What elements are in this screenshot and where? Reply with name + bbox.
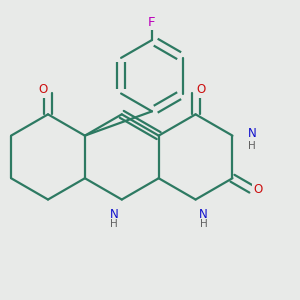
Text: H: H — [110, 219, 118, 229]
Text: O: O — [196, 83, 205, 96]
Text: N: N — [110, 208, 118, 221]
Text: H: H — [200, 219, 207, 229]
Text: F: F — [148, 16, 156, 29]
Text: N: N — [248, 127, 257, 140]
Text: O: O — [38, 83, 48, 96]
Text: O: O — [254, 183, 263, 196]
Text: N: N — [199, 208, 208, 221]
Text: H: H — [248, 140, 256, 151]
